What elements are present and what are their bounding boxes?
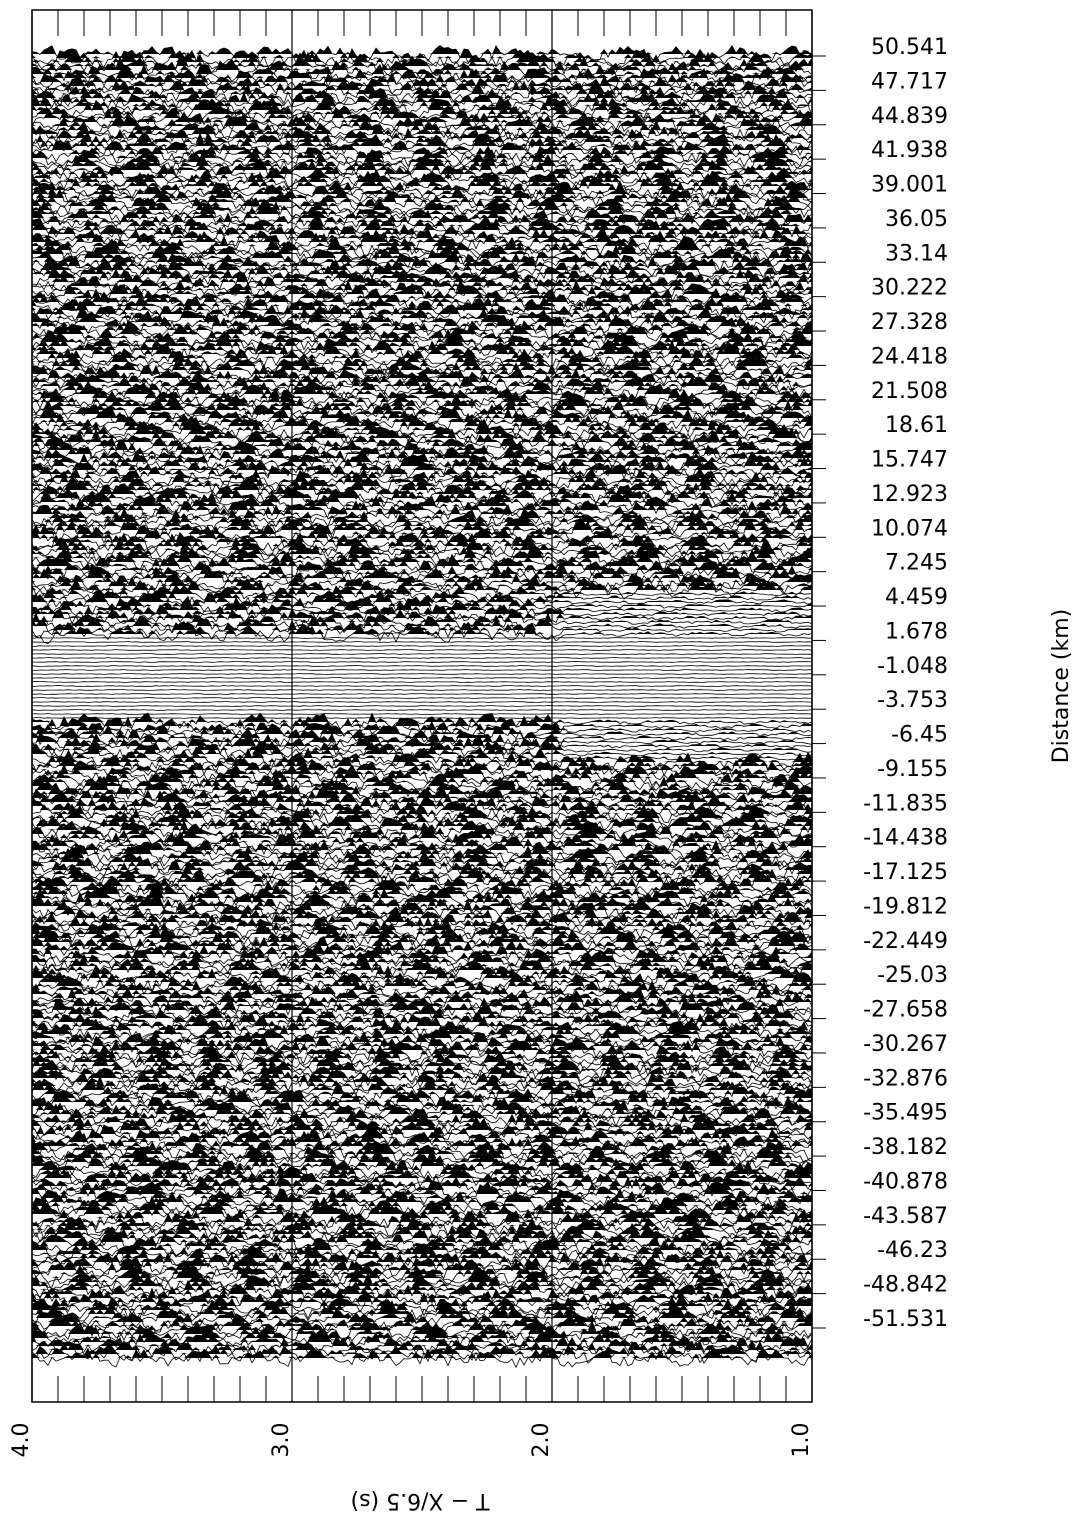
x-tick-label: 2.0 bbox=[529, 1423, 554, 1458]
y-tick-label: -1.048 bbox=[877, 654, 948, 679]
y-tick-label: -25.03 bbox=[877, 963, 948, 988]
y-tick-label: 15.747 bbox=[871, 448, 948, 473]
y-tick-label: -30.267 bbox=[863, 1032, 948, 1057]
y-tick-label: -38.182 bbox=[863, 1135, 948, 1160]
x-tick-label: 3.0 bbox=[269, 1423, 294, 1458]
trace-wiggle bbox=[32, 694, 812, 695]
trace-wiggle bbox=[32, 650, 812, 651]
y-tick-label: -6.45 bbox=[891, 723, 948, 748]
y-tick-label: -19.812 bbox=[863, 894, 948, 919]
y-tick-label: -46.23 bbox=[877, 1238, 948, 1263]
trace-wiggle bbox=[32, 670, 812, 671]
x-tick-label: 1.0 bbox=[789, 1423, 814, 1458]
y-tick-label: 30.222 bbox=[871, 276, 948, 301]
trace-wiggle bbox=[32, 658, 812, 659]
trace-wiggle bbox=[32, 710, 812, 711]
trace-wiggle bbox=[32, 638, 812, 639]
y-tick-label: -17.125 bbox=[863, 860, 948, 885]
y-tick-label: -40.878 bbox=[863, 1169, 948, 1194]
x-tick-label: 4.0 bbox=[9, 1423, 34, 1458]
trace-wiggle bbox=[32, 654, 812, 655]
trace-wiggle bbox=[32, 690, 812, 691]
y-tick-label: 39.001 bbox=[871, 173, 948, 198]
y-tick-label: 24.418 bbox=[871, 344, 948, 369]
y-tick-label: -14.438 bbox=[863, 826, 948, 851]
y-tick-label: 12.923 bbox=[871, 482, 948, 507]
y-tick-label: -11.835 bbox=[863, 791, 948, 816]
trace-wiggle bbox=[32, 674, 812, 675]
trace-wiggle bbox=[32, 662, 812, 663]
trace-wiggle bbox=[32, 666, 812, 667]
y-tick-label: 27.328 bbox=[871, 310, 948, 335]
y-tick-label: 1.678 bbox=[885, 619, 948, 644]
trace-wiggle bbox=[32, 682, 812, 683]
y-tick-label: -9.155 bbox=[877, 757, 948, 782]
y-axis-title: Distance (km) bbox=[1049, 609, 1074, 764]
y-tick-label: -48.842 bbox=[863, 1273, 948, 1298]
trace-wiggle bbox=[32, 642, 812, 643]
trace-wiggle bbox=[32, 625, 812, 644]
y-tick-label: -43.587 bbox=[863, 1204, 948, 1229]
y-tick-label: -22.449 bbox=[863, 929, 948, 954]
y-tick-label: 10.074 bbox=[871, 516, 948, 541]
seismic-traces bbox=[32, 46, 812, 1368]
trace-fill bbox=[32, 569, 812, 578]
y-tick-label: -32.876 bbox=[863, 1066, 948, 1091]
y-tick-label: 50.541 bbox=[871, 35, 948, 60]
y-tick-label: 33.14 bbox=[885, 241, 948, 266]
y-tick-label: 36.05 bbox=[885, 207, 948, 232]
y-tick-label: 18.61 bbox=[885, 413, 948, 438]
y-tick-label: 7.245 bbox=[885, 551, 948, 576]
x-axis-title: T − X/6.5 (s) bbox=[351, 1488, 491, 1513]
trace-wiggle bbox=[32, 702, 812, 703]
y-tick-label: 44.839 bbox=[871, 104, 948, 129]
y-tick-label: 4.459 bbox=[885, 585, 948, 610]
trace-wiggle bbox=[32, 678, 812, 679]
y-tick-label: -27.658 bbox=[863, 998, 948, 1023]
y-tick-label: -51.531 bbox=[863, 1307, 948, 1332]
y-tick-label: 47.717 bbox=[871, 69, 948, 94]
y-tick-label: 41.938 bbox=[871, 138, 948, 163]
y-tick-label: -35.495 bbox=[863, 1101, 948, 1126]
trace-wiggle bbox=[32, 646, 812, 647]
trace-wiggle bbox=[32, 706, 812, 707]
trace-wiggle bbox=[32, 686, 812, 687]
y-tick-label: -3.753 bbox=[877, 688, 948, 713]
y-tick-label: 21.508 bbox=[871, 379, 948, 404]
